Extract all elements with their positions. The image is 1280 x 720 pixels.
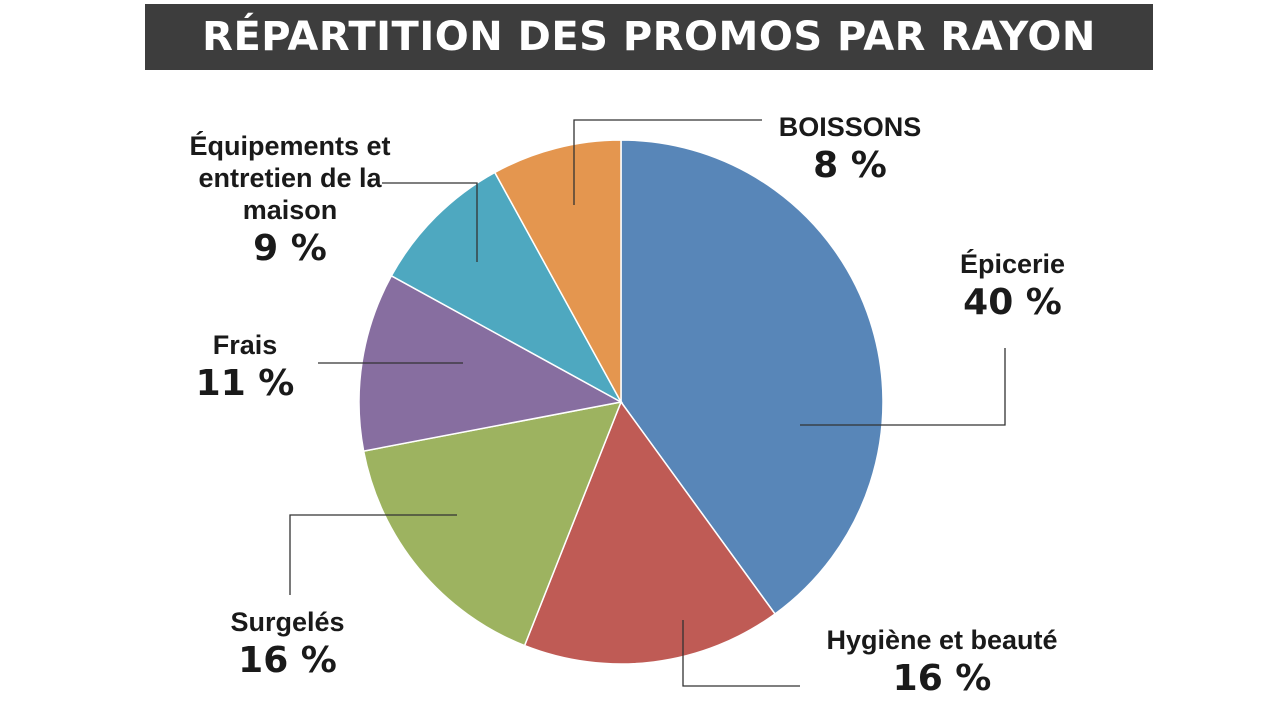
slice-label-equipements: Équipements et entretien de la maison	[189, 131, 391, 225]
slice-value-hygiene: 16 %	[892, 658, 992, 699]
label-boissons: BOISSONS 8 %	[740, 111, 960, 189]
label-epicerie: Épicerie 40 %	[930, 248, 1095, 326]
leader-line-boissons	[573, 119, 762, 205]
slice-label-hygiene: Hygiène et beauté	[826, 625, 1058, 655]
slice-label-boissons: BOISSONS	[778, 112, 922, 142]
pie-slice-surgeles	[362, 401, 623, 647]
slice-label-surgeles: Surgelés	[230, 607, 345, 637]
pie-slice-boissons	[493, 139, 622, 403]
slice-value-equipements: 9 %	[253, 228, 327, 269]
label-equipements: Équipements et entretien de la maison 9 …	[180, 130, 400, 272]
slice-label-epicerie: Épicerie	[959, 249, 1066, 279]
pie-slice-equipements	[390, 171, 623, 404]
chart-title: RÉPARTITION DES PROMOS PAR RAYON	[145, 4, 1153, 70]
leader-line-surgeles	[289, 514, 457, 595]
slice-value-frais: 11 %	[195, 363, 295, 404]
label-frais: Frais 11 %	[175, 329, 315, 407]
leader-line-hygiene	[682, 620, 800, 687]
label-surgeles: Surgelés 16 %	[200, 606, 375, 684]
leader-line-epicerie	[800, 348, 1006, 426]
slice-value-surgeles: 16 %	[238, 640, 337, 681]
pie-slice-frais	[358, 274, 624, 452]
label-hygiene: Hygiène et beauté 16 %	[792, 624, 1092, 702]
slice-value-epicerie: 40 %	[963, 282, 1062, 323]
pie-slice-epicerie	[620, 139, 884, 616]
leader-line-equipements	[382, 182, 478, 262]
slice-value-boissons: 8 %	[813, 145, 887, 186]
pie-slice-hygiene	[523, 400, 777, 665]
slice-label-frais: Frais	[212, 330, 278, 360]
